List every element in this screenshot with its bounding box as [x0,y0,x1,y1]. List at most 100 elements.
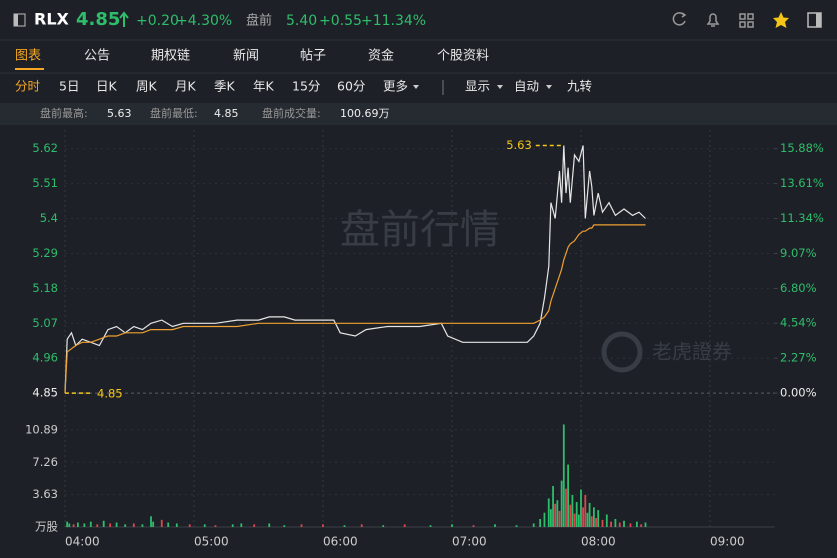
volume-bar [550,509,552,527]
y2-tick-label: 4.54% [780,316,817,330]
y2-tick-label: 2.27% [780,351,817,365]
volume-bar [558,510,561,527]
volume-tick-label: 10.89 [25,422,58,436]
pre-change: +0.55 [319,13,362,29]
change-pct: +4.30% [176,13,232,29]
tab[interactable]: 帖子 [300,49,326,64]
high-marker-label: 5.63 [506,138,532,152]
volume-bar [403,524,406,527]
tab[interactable]: 公告 [84,49,110,64]
volume-bar [322,524,324,527]
y2-tick-label: 0.00% [780,386,817,400]
volume-tick-label: 7.26 [32,455,58,469]
x-tick-label: 09:00 [710,535,745,549]
volume-bar [580,489,582,527]
volume-bar [451,524,453,527]
y2-tick-label: 13.61% [780,176,824,190]
volume-bar [231,524,234,527]
volume-bar [102,520,105,527]
volume-bar [560,480,563,527]
volume-bar [167,522,170,527]
volume-bar [562,424,565,527]
volume-bar [89,521,92,527]
volume-bar [150,516,152,527]
star-icon[interactable] [773,12,789,28]
tab[interactable]: 期权链 [151,48,190,64]
volume-bar [539,518,542,527]
toolbar-item[interactable]: 15分 [292,79,320,94]
volume-bar [584,494,587,527]
toolbar-item[interactable]: 月K [175,79,197,94]
volume-tick-label: 3.63 [32,487,58,501]
volume-bar [115,522,118,527]
pre-label: 盘前 [246,13,272,29]
volume-bar [429,525,432,527]
volume-bar [360,524,363,527]
watermark: 老虎證券 [652,340,732,364]
volume-bar [253,524,256,527]
price-line [64,224,646,394]
y-tick-label: 5.29 [32,246,58,260]
volume-bar [577,514,580,527]
y2-tick-label: 6.80% [780,281,817,295]
low-marker-label: 4.85 [97,387,123,401]
grid-icon[interactable] [739,13,754,28]
volume-bar [83,523,86,527]
stat-label: 盘前最低: [150,106,198,120]
tab[interactable]: 资金 [368,48,394,64]
volume-bar [644,522,647,527]
tab-underline [15,68,44,70]
dropdown-caret [413,85,419,89]
y-tick-label: 5.4 [40,211,58,225]
refresh-icon[interactable] [672,12,687,26]
y-tick-label: 5.18 [32,281,58,295]
volume-bar [240,523,243,527]
pre-change-pct: +11.34% [361,13,426,29]
tab[interactable]: 图表 [15,49,41,64]
volume-bar [556,500,559,527]
toolbar-item[interactable]: 显示 [465,79,490,94]
dropdown-caret [546,85,552,89]
volume-bar [543,512,546,527]
tab[interactable]: 个股资料 [437,49,489,64]
tab[interactable]: 新闻 [233,48,259,64]
panel-icon-fill [14,14,18,26]
toolbar-item[interactable]: 周K [136,79,158,94]
volume-bar [175,523,178,527]
toolbar-item[interactable]: 60分 [337,79,365,94]
toolbar-item[interactable]: 年K [253,79,275,94]
volume-bar [188,524,191,527]
y-tick-label: 5.07 [32,316,58,330]
volume-bar [601,519,604,527]
volume-bar [567,464,569,527]
y-tick-label: 5.51 [32,176,58,190]
volume-bar [588,502,591,527]
toolbar-item[interactable]: 季K [214,79,236,94]
volume-bar [618,522,621,527]
volume-bar [382,525,385,527]
toolbar-item[interactable]: 日K [96,79,118,94]
toolbar-item[interactable]: 自动 [514,79,539,94]
y2-tick-label: 9.07% [780,246,817,260]
toolbar-item[interactable]: 分时 [15,79,41,94]
toolbar-item[interactable]: 5日 [59,79,79,94]
toolbar-item[interactable]: 更多 [383,79,408,94]
volume-bar [203,524,206,527]
bell-icon[interactable] [706,13,720,27]
volume-bar [640,524,643,527]
volume-bar [160,519,163,527]
toolbar-item[interactable]: 九转 [567,79,592,94]
volume-bar [571,494,574,527]
layout-icon-fill [816,13,821,27]
volume-bar [636,521,638,527]
volume-bar [593,507,595,527]
volume-bar [595,518,597,527]
volume-bar [623,520,625,527]
stat-value: 100.69万 [340,107,390,120]
up-arrow [119,11,129,27]
volume-bar [283,525,286,527]
volume-bar [582,507,585,527]
volume-bar [605,514,608,527]
volume-bar [141,524,144,527]
